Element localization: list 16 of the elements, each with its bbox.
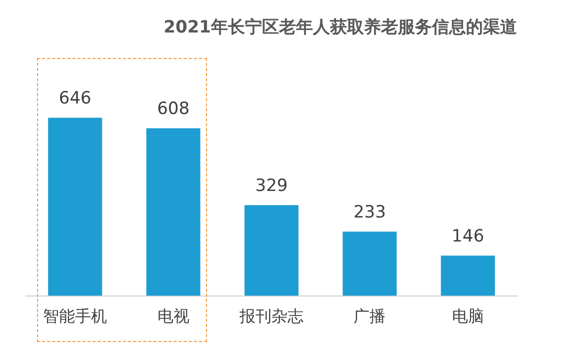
x-tick-label: 广播 (354, 306, 386, 326)
data-label: 329 (255, 176, 288, 196)
x-tick-label: 电脑 (452, 306, 484, 326)
data-label: 608 (157, 99, 190, 120)
x-tick-label: 报刊杂志 (238, 306, 304, 326)
bar (48, 118, 102, 296)
data-label: 146 (452, 226, 484, 246)
chart-title: 2021年长宁区老年人获取养老服务信息的渠道 (164, 18, 517, 38)
x-tick-label: 智能手机 (43, 306, 108, 326)
data-label: 233 (353, 202, 386, 223)
bar (342, 232, 397, 296)
data-label: 646 (58, 88, 92, 109)
x-tick-label: 电视 (157, 306, 190, 326)
bar (440, 256, 495, 296)
bar (146, 128, 200, 296)
bar (244, 205, 299, 296)
